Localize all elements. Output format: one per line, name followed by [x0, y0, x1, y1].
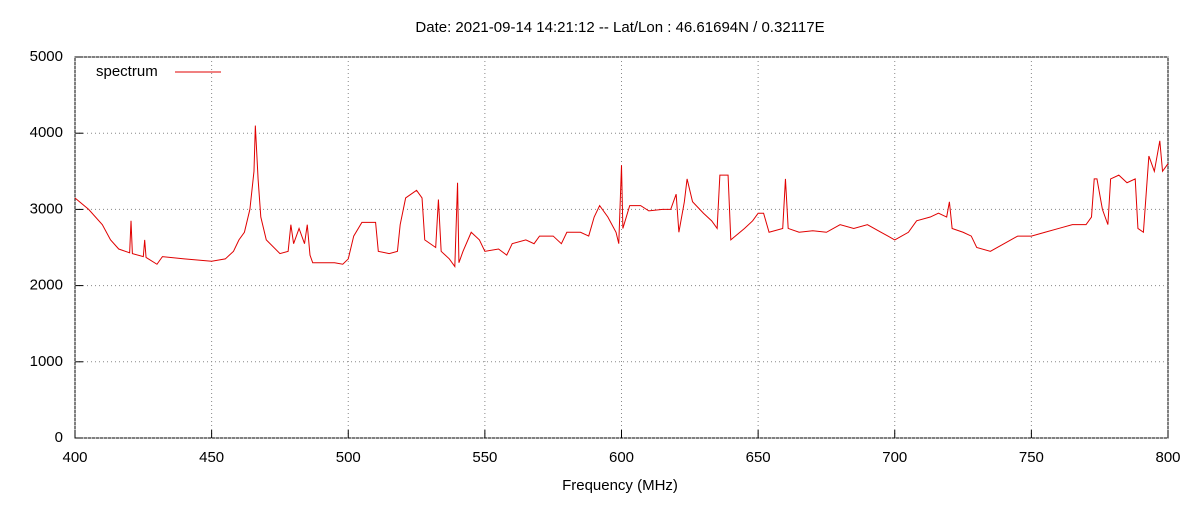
x-tick-label: 550 [472, 449, 497, 466]
y-tick-label: 5000 [30, 48, 63, 65]
y-tick-label: 2000 [30, 277, 63, 294]
x-axis-label: Frequency (MHz) [562, 477, 678, 494]
line-series [74, 125, 1169, 269]
x-tick-label: 700 [882, 449, 907, 466]
chart-title: Date: 2021-09-14 14:21:12 -- Lat/Lon : 4… [415, 19, 824, 36]
legend-label: spectrum [96, 63, 158, 80]
x-tick-label: 800 [1155, 449, 1180, 466]
y-tick-label: 1000 [30, 353, 63, 370]
x-tick-label: 650 [746, 449, 771, 466]
y-tick-label: 3000 [30, 200, 63, 217]
y-tick-label: 4000 [30, 124, 63, 141]
plot-frame [74, 56, 1169, 439]
y-tick-label: 0 [55, 429, 63, 446]
x-tick-label: 500 [336, 449, 361, 466]
x-tick-label: 750 [1019, 449, 1044, 466]
x-tick-label: 450 [199, 449, 224, 466]
x-tick-label: 600 [609, 449, 634, 466]
x-tick-label: 400 [62, 449, 87, 466]
